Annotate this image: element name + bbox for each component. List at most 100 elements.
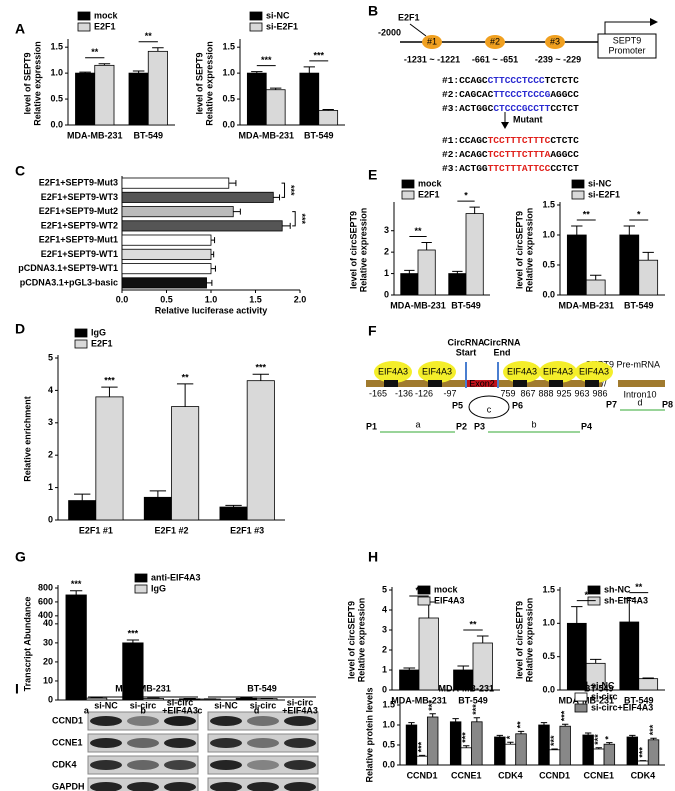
legend-swatch — [401, 190, 415, 200]
band — [90, 760, 122, 770]
site-label: #1 — [427, 36, 437, 46]
bar — [219, 506, 248, 521]
error-bar — [152, 47, 164, 52]
error-bar — [429, 713, 436, 717]
x-tick-label: 0.5 — [160, 294, 173, 304]
x-tick-label: a — [84, 705, 90, 715]
band — [284, 716, 316, 726]
error-bar — [228, 180, 237, 187]
significance: * — [637, 209, 641, 219]
sequence: #3:ACTGGCCTCCCGCCTTCCTCT — [442, 103, 579, 114]
legend-swatch — [417, 596, 431, 606]
panel-letter: G — [15, 549, 26, 565]
y-tick-label: 1.5 — [542, 584, 555, 594]
group-label: BT-549 — [247, 683, 277, 693]
significance: ** — [469, 619, 477, 629]
band — [247, 738, 279, 748]
y-tick-label: 400 — [38, 610, 53, 620]
error-bar — [70, 590, 83, 595]
site — [422, 35, 442, 49]
y-tick-label: 0.0 — [542, 289, 555, 299]
position-label: -165 — [369, 388, 387, 398]
tss-arrowhead — [650, 18, 658, 26]
legend-label: si-circ+EIF4A3 — [591, 702, 653, 712]
x-tick-label: 1.0 — [205, 294, 218, 304]
y-axis-label: Relative expression — [204, 41, 214, 126]
y-tick-label: 1 — [384, 268, 389, 278]
range-label: -239 ~ -229 — [535, 54, 581, 64]
site — [485, 35, 505, 49]
bar — [494, 736, 506, 766]
y-tick-label: 0.5 — [382, 739, 395, 749]
bar — [121, 234, 212, 246]
eif-label: EIF4A3 — [422, 366, 452, 376]
y-axis-label: Transcript Abundance — [22, 597, 32, 692]
bar — [471, 721, 483, 766]
bar — [121, 263, 212, 275]
legend-swatch — [249, 11, 263, 21]
legend-swatch — [571, 190, 585, 200]
bar — [460, 747, 472, 766]
significance: *** — [593, 734, 603, 745]
x-tick-label: MDA-MB-231 — [67, 130, 123, 140]
legend-label: E2F1 — [418, 189, 440, 199]
eif-sites: EIF4A3 EIF4A3 EIF4A3 EIF4A3 EIF4A3 -165 -136 -1… — [369, 361, 613, 398]
western-blot: MDA-MB-231 BT-549 CCND1CCNE1CDK4GAPDHsi-… — [52, 683, 319, 791]
error-bar — [571, 225, 583, 235]
y-tick-label: 1.5 — [382, 699, 395, 709]
y-tick-label: 1.0 — [382, 719, 395, 729]
bar — [449, 721, 462, 766]
error-bar — [590, 658, 602, 664]
sequence-part: #3:ACTGG — [442, 163, 488, 174]
x-tick-label: CCND1 — [407, 770, 438, 780]
y-axis-label: Relative expression — [32, 41, 42, 126]
bar — [299, 72, 320, 126]
y-tick-label: 5 — [382, 584, 387, 594]
x-tick-label: b — [140, 705, 146, 715]
panel-letter: B — [368, 3, 378, 19]
error-bar — [303, 66, 315, 74]
sequence-part: TTCCCTCCCG — [493, 89, 550, 100]
y-tick-label: 1 — [48, 482, 53, 492]
significance: *** — [261, 55, 272, 65]
x-axis-label: Relative luciferase activity — [155, 305, 268, 315]
bar — [416, 755, 428, 766]
legend-swatch — [134, 584, 148, 594]
band — [127, 716, 159, 726]
bar — [405, 724, 418, 766]
range-label: -1231 ~ -1221 — [404, 54, 460, 64]
primer: P2 — [456, 421, 467, 431]
error-bar — [507, 741, 514, 745]
legend-label: mock — [434, 584, 459, 594]
legend-label: mock — [418, 178, 443, 188]
significance: ** — [515, 721, 525, 729]
intron-bar — [618, 380, 665, 387]
legend-label: E2F1 — [94, 21, 116, 31]
bar — [235, 697, 258, 701]
bar — [179, 698, 201, 701]
sequence-part: TCTCTC — [545, 75, 580, 86]
premrna-label: SEPT9 Pre-mRNA — [585, 359, 660, 369]
x-tick-label: c — [197, 705, 202, 715]
band — [210, 760, 242, 770]
bar — [638, 259, 659, 296]
bar — [246, 380, 275, 521]
group-label: MDA-MB-231 — [438, 683, 494, 693]
y-axis-label: Relative enrichment — [22, 396, 32, 482]
bar — [400, 273, 419, 296]
eif-label: EIF4A3 — [507, 366, 537, 376]
sequence-part: CTCCCGCCTT — [493, 103, 550, 114]
error-bar — [540, 722, 548, 725]
band — [164, 760, 196, 770]
significance: ** — [415, 585, 423, 595]
error-bar — [595, 747, 602, 749]
significance: *** — [313, 50, 324, 60]
y-tick-label: pCDNA3.1+pGL3-basic — [20, 277, 118, 287]
eif-site — [503, 361, 541, 383]
site-label: #3 — [550, 36, 560, 46]
position-label: 963 — [574, 388, 589, 398]
x-tick-label: 1.5 — [249, 294, 262, 304]
significance: *** — [104, 376, 115, 386]
error-bar — [251, 71, 263, 74]
